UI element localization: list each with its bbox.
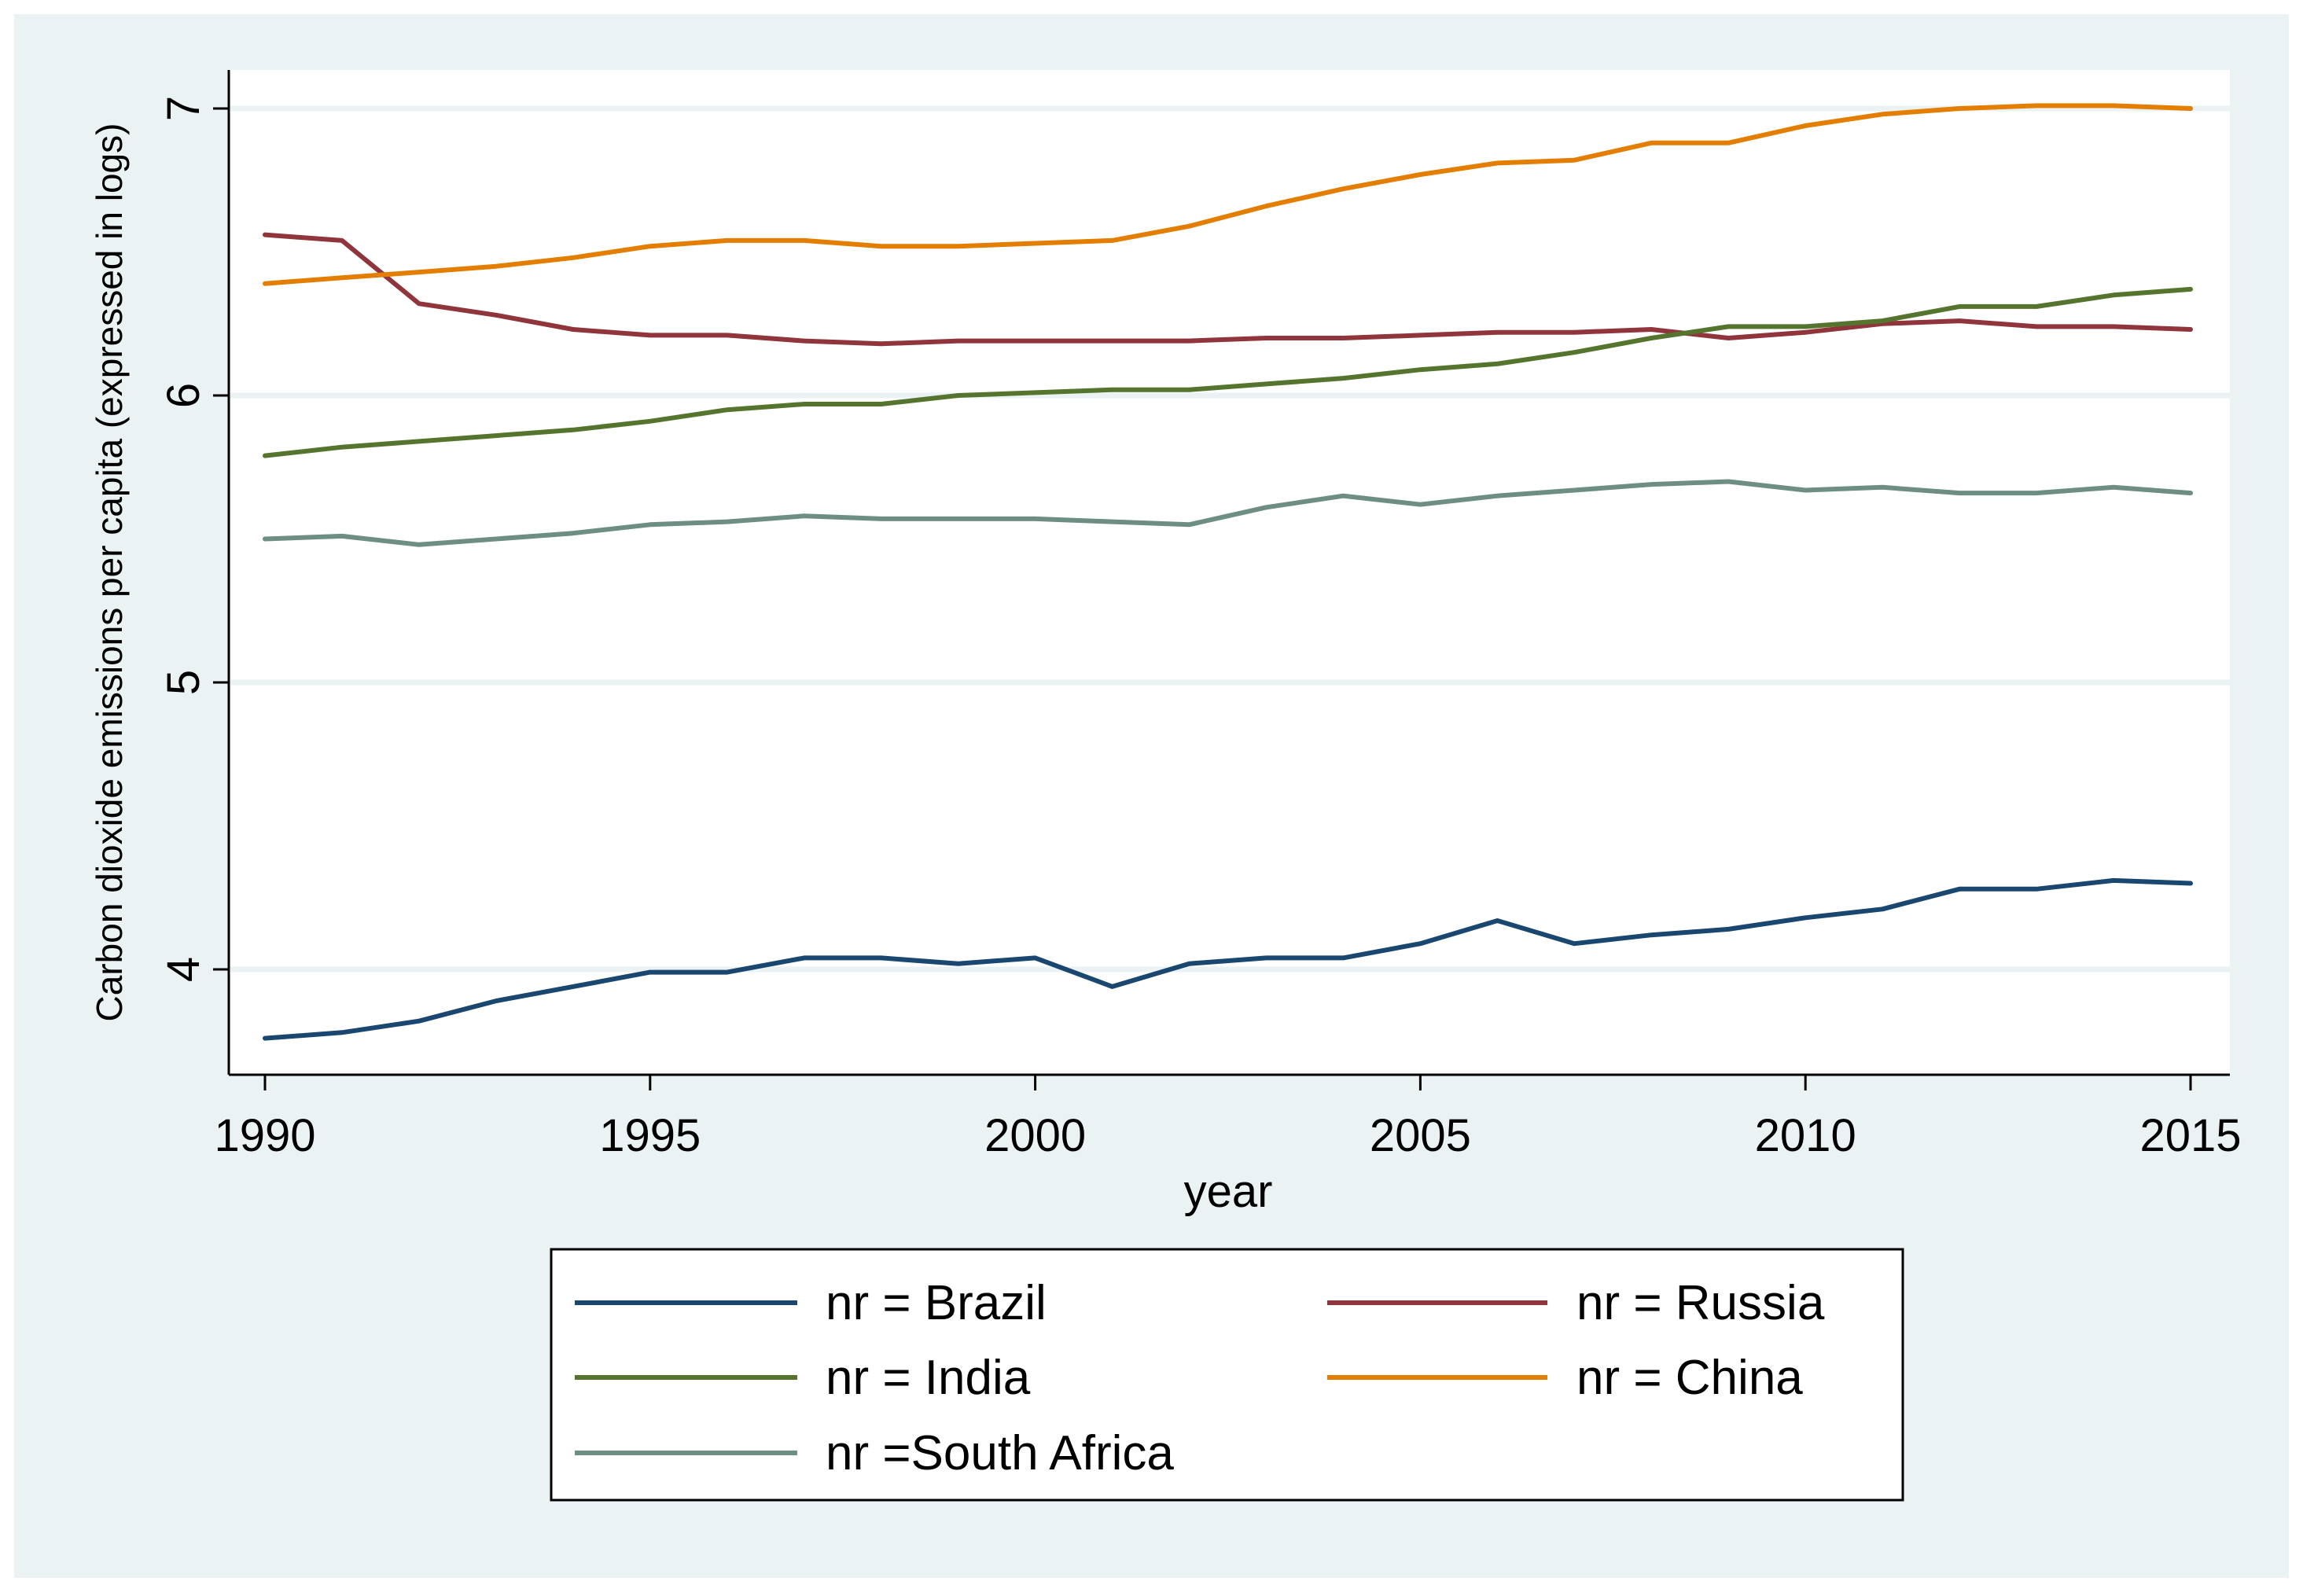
legend-label-4: nr =South Africa [826,1426,1174,1480]
legend-label-0: nr = Brazil [826,1276,1047,1330]
x-tick-label-1995: 1995 [599,1110,701,1161]
legend-label-3: nr = China [1576,1351,1803,1405]
y-tick-label-6: 6 [158,383,209,408]
plot-area [229,70,2230,1075]
x-tick-label-1990: 1990 [214,1110,315,1161]
y-tick-label-7: 7 [158,96,209,121]
series-line-2 [263,286,2193,458]
x-tick-label-2005: 2005 [1370,1110,1471,1161]
series-line-0 [263,877,2193,1041]
y-tick-label-5: 5 [158,670,209,695]
x-tick-label-2010: 2010 [1755,1110,1856,1161]
series-line-4 [263,479,2193,547]
legend-label-2: nr = India [826,1351,1031,1405]
series-line-1 [263,232,2193,347]
y-tick-label-4: 4 [158,957,209,982]
grid-lines [230,105,2230,973]
legend: nr = Brazil nr = Russia nr = India nr = Chi… [575,1276,1825,1480]
legend-box [550,1248,1904,1502]
legend-label-1: nr = Russia [1576,1276,1825,1330]
x-tick-label-2015: 2015 [2139,1110,2241,1161]
series-line-3 [263,103,2193,286]
y-axis-ticks: 4 5 6 7 [158,96,229,982]
x-axis-ticks: 1990 1995 2000 2005 2010 2015 [214,1075,2242,1161]
x-tick-label-2000: 2000 [984,1110,1086,1161]
y-axis-title: Carbon dioxide emissions per capita (exp… [89,123,130,1022]
series-lines [263,103,2193,1041]
x-axis-title: year [1184,1166,1273,1217]
